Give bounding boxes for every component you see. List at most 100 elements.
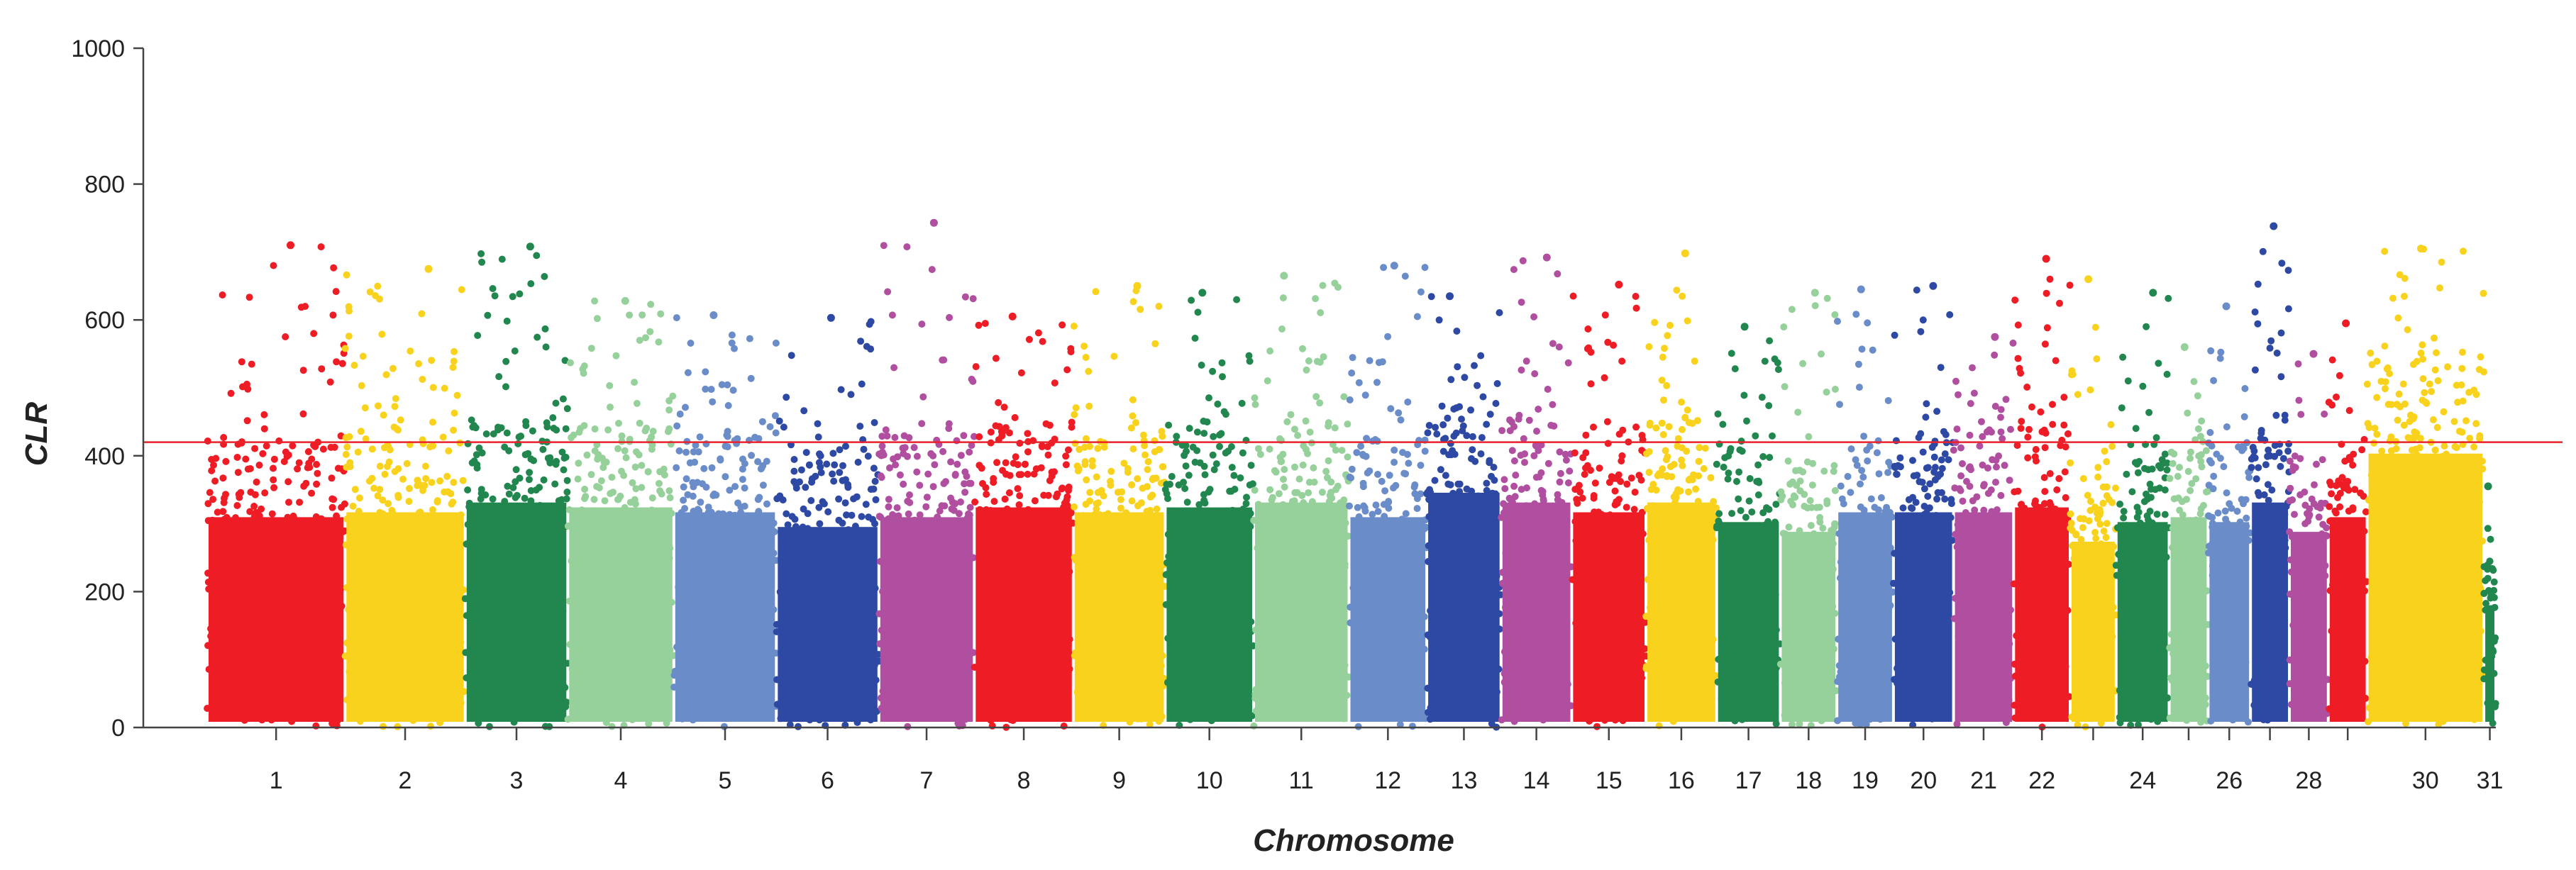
data-point xyxy=(741,502,748,510)
data-point xyxy=(1233,296,1241,303)
data-point xyxy=(1625,523,1633,530)
data-point xyxy=(817,616,825,624)
data-point xyxy=(863,342,870,350)
data-point xyxy=(1322,699,1330,707)
data-point xyxy=(811,710,818,718)
data-point xyxy=(2023,659,2030,667)
data-point xyxy=(618,577,626,585)
data-point xyxy=(1857,480,1864,488)
data-point xyxy=(2087,573,2095,581)
data-point xyxy=(233,502,241,509)
data-point xyxy=(1488,720,1496,727)
data-point xyxy=(997,428,1005,435)
chromosome-20-points xyxy=(1890,281,1957,729)
data-point xyxy=(2157,608,2165,615)
data-point xyxy=(1268,546,1276,554)
data-point xyxy=(1047,703,1055,711)
data-point xyxy=(428,357,436,364)
data-point xyxy=(1374,508,1382,515)
data-point xyxy=(1185,710,1193,718)
data-point xyxy=(1296,524,1304,532)
data-point xyxy=(1191,335,1199,342)
data-point xyxy=(238,358,245,366)
data-point xyxy=(1040,645,1048,652)
data-point xyxy=(1165,421,1173,429)
data-point xyxy=(2306,505,2314,513)
data-point xyxy=(1421,264,1429,272)
data-point xyxy=(2126,612,2134,620)
data-point xyxy=(1107,467,1115,475)
data-point xyxy=(219,603,227,611)
data-point xyxy=(608,474,616,481)
data-point xyxy=(255,598,263,606)
data-point xyxy=(492,688,500,696)
data-point xyxy=(1652,589,1659,597)
data-point xyxy=(794,625,802,632)
data-point xyxy=(1039,611,1046,619)
data-point xyxy=(207,625,214,632)
data-point xyxy=(912,663,919,671)
data-point xyxy=(1205,394,1212,402)
data-point xyxy=(1168,510,1176,518)
data-point xyxy=(919,652,926,659)
data-point xyxy=(765,564,773,572)
data-point xyxy=(474,332,482,340)
data-point xyxy=(794,581,802,589)
data-point xyxy=(2281,511,2289,518)
data-point xyxy=(1462,634,1469,642)
data-point xyxy=(664,532,672,539)
data-point xyxy=(866,580,873,588)
data-point xyxy=(1006,688,1014,695)
data-point xyxy=(2205,549,2212,557)
data-point xyxy=(772,339,780,347)
data-point xyxy=(741,632,748,640)
data-point xyxy=(1010,710,1017,718)
data-point xyxy=(1230,472,1238,479)
data-point xyxy=(2225,615,2233,623)
data-point xyxy=(1986,672,1994,680)
data-point xyxy=(680,483,687,491)
data-point xyxy=(1455,593,1463,601)
data-point xyxy=(739,465,746,473)
data-point xyxy=(2214,509,2222,517)
data-point xyxy=(1486,459,1493,467)
data-point xyxy=(659,662,667,669)
data-point xyxy=(1735,607,1742,615)
data-point xyxy=(453,391,461,399)
data-point xyxy=(1139,669,1147,676)
data-point xyxy=(2223,694,2230,702)
data-point xyxy=(2209,485,2217,493)
data-point xyxy=(2186,517,2194,525)
data-point xyxy=(1555,497,1563,505)
data-point xyxy=(1520,645,1527,653)
data-point xyxy=(204,569,212,577)
data-point xyxy=(1774,366,1782,374)
data-point xyxy=(1659,656,1666,664)
data-point xyxy=(1086,489,1094,496)
chromosome-22-points xyxy=(2010,255,2074,731)
data-point xyxy=(1449,657,1456,665)
data-point xyxy=(1737,437,1745,445)
data-point xyxy=(1328,502,1336,510)
data-point xyxy=(1586,701,1594,709)
data-point xyxy=(2001,710,2008,718)
data-point xyxy=(762,583,770,591)
data-point xyxy=(313,461,321,468)
data-point xyxy=(394,465,402,473)
data-point xyxy=(684,491,692,498)
data-point xyxy=(1063,496,1071,504)
data-point xyxy=(1222,676,1229,684)
data-point xyxy=(2287,591,2294,598)
data-point xyxy=(976,549,984,557)
data-point xyxy=(1000,403,1008,411)
data-point xyxy=(1193,641,1201,649)
data-point xyxy=(673,314,680,322)
data-point xyxy=(394,493,402,501)
data-point xyxy=(209,496,217,503)
data-point xyxy=(2284,305,2292,313)
data-point xyxy=(2284,447,2292,455)
data-point xyxy=(1321,559,1329,567)
data-point xyxy=(1259,599,1266,607)
data-point xyxy=(1535,406,1542,413)
data-point xyxy=(2025,539,2033,547)
